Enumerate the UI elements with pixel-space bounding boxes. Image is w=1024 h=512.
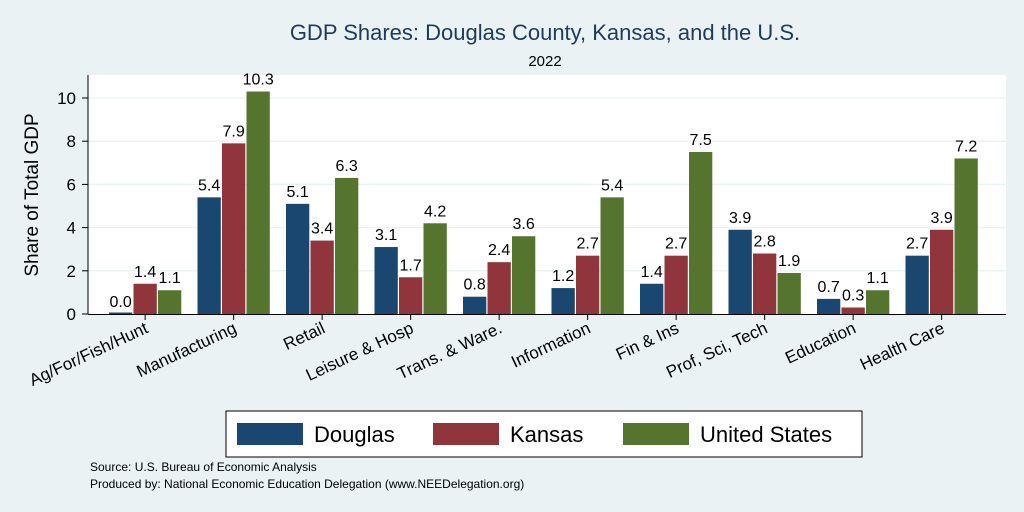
data-label-kansas-manufacturing: 7.9: [223, 123, 245, 140]
y-tick-label: 6: [67, 175, 76, 194]
legend-label-kansas: Kansas: [510, 422, 583, 447]
bar-united-states-leisure-hosp: [423, 223, 447, 314]
y-axis: 0 2 4 6 8 10: [57, 75, 89, 324]
data-label-douglas-education: 0.7: [818, 279, 840, 296]
bar-douglas-fin-ins: [640, 283, 664, 314]
bar-united-states-health-care: [954, 158, 978, 314]
data-label-douglas-leisure-hosp: 3.1: [375, 227, 397, 244]
chart-title: GDP Shares: Douglas County, Kansas, and …: [290, 20, 800, 45]
data-label-kansas-trans-ware: 2.4: [488, 242, 510, 259]
bar-kansas-fin-ins: [664, 255, 688, 314]
bar-douglas-leisure-hosp: [374, 247, 398, 314]
data-label-kansas-information: 2.7: [577, 236, 599, 253]
data-label-douglas-information: 1.2: [552, 268, 574, 285]
y-axis-label: Share of Total GDP: [22, 113, 43, 276]
data-label-united-states-prof-sci-tech: 1.9: [778, 253, 800, 270]
data-label-united-states-retail: 6.3: [336, 158, 358, 175]
data-label-united-states-education: 1.1: [867, 270, 889, 287]
data-label-kansas-prof-sci-tech: 2.8: [754, 234, 776, 251]
data-label-kansas-health-care: 3.9: [931, 210, 953, 227]
data-label-united-states-fin-ins: 7.5: [690, 132, 712, 149]
bar-united-states-education: [866, 290, 890, 314]
data-label-kansas-fin-ins: 2.7: [665, 236, 687, 253]
chart-subtitle: 2022: [528, 53, 561, 70]
bar-kansas-prof-sci-tech: [753, 253, 777, 314]
legend-label-douglas: Douglas: [314, 422, 395, 447]
bar-douglas-manufacturing: [197, 197, 221, 314]
data-label-douglas-prof-sci-tech: 3.9: [729, 210, 751, 227]
data-label-kansas-ag-for-fish-hunt: 1.4: [134, 264, 156, 281]
bar-kansas-trans-ware: [487, 262, 511, 314]
data-label-united-states-information: 5.4: [601, 177, 623, 194]
bar-kansas-manufacturing: [222, 143, 246, 314]
bar-united-states-information: [600, 197, 624, 314]
data-label-douglas-manufacturing: 5.4: [198, 177, 220, 194]
bar-united-states-ag-for-fish-hunt: [158, 290, 182, 314]
data-label-kansas-retail: 3.4: [311, 221, 333, 238]
produced-by-note: Produced by: National Economic Education…: [90, 477, 524, 491]
legend-label-united-states: United States: [700, 422, 832, 447]
data-label-united-states-leisure-hosp: 4.2: [424, 203, 446, 220]
bar-douglas-ag-for-fish-hunt: [109, 312, 133, 314]
legend: Douglas Kansas United States: [225, 410, 863, 458]
bar-united-states-fin-ins: [689, 152, 713, 314]
data-label-douglas-fin-ins: 1.4: [641, 264, 663, 281]
x-tick-label: Education: [782, 318, 859, 367]
source-note: Source: U.S. Bureau of Economic Analysis: [90, 460, 317, 474]
x-tick-label: Manufacturing: [134, 318, 240, 381]
bar-douglas-health-care: [905, 255, 929, 314]
data-label-united-states-trans-ware: 3.6: [513, 216, 535, 233]
bars: [109, 91, 978, 315]
data-label-kansas-leisure-hosp: 1.7: [400, 257, 422, 274]
y-tick-label: 2: [67, 262, 76, 281]
bar-united-states-trans-ware: [512, 236, 536, 314]
data-label-kansas-education: 0.3: [842, 288, 864, 305]
bar-douglas-retail: [286, 203, 310, 314]
legend-swatch-douglas: [237, 423, 303, 445]
bar-douglas-prof-sci-tech: [728, 229, 752, 314]
data-label-united-states-health-care: 7.2: [955, 138, 977, 155]
data-label-united-states-ag-for-fish-hunt: 1.1: [159, 270, 181, 287]
bar-douglas-education: [817, 298, 841, 314]
x-tick-label: Prof, Sci, Tech: [663, 318, 770, 381]
bar-kansas-retail: [310, 240, 334, 314]
bar-kansas-information: [576, 255, 600, 314]
x-tick-label: Fin & Ins: [613, 318, 682, 364]
bar-kansas-ag-for-fish-hunt: [133, 283, 157, 314]
data-label-united-states-manufacturing: 10.3: [243, 72, 274, 89]
data-labels: 0.01.4 1.15.47.910.35.13.46.33.11.74.20.8…: [110, 72, 978, 311]
legend-swatch-united-states: [623, 423, 689, 445]
data-label-douglas-retail: 5.1: [287, 184, 309, 201]
y-tick-label: 8: [67, 132, 76, 151]
data-label-douglas-ag-for-fish-hunt: 0.0: [110, 294, 132, 311]
y-tick-label: 0: [67, 305, 76, 324]
legend-box: [225, 410, 863, 458]
y-tick-label: 4: [67, 219, 76, 238]
x-tick-label: Ag/For/Fish/Hunt: [26, 318, 151, 390]
legend-swatch-kansas: [433, 423, 499, 445]
bar-united-states-retail: [335, 177, 359, 314]
bar-kansas-leisure-hosp: [399, 277, 423, 314]
bar-united-states-manufacturing: [246, 91, 270, 315]
data-label-douglas-trans-ware: 0.8: [464, 277, 486, 294]
bar-douglas-trans-ware: [463, 296, 487, 314]
bar-kansas-health-care: [930, 229, 954, 314]
bar-douglas-information: [551, 288, 575, 314]
x-tick-label: Health Care: [857, 318, 947, 374]
x-tick-label: Retail: [280, 318, 327, 354]
bar-united-states-prof-sci-tech: [777, 272, 801, 314]
y-tick-label: 10: [57, 89, 76, 108]
bar-kansas-education: [841, 307, 865, 314]
x-tick-label: Information: [508, 318, 593, 371]
data-label-douglas-health-care: 2.7: [906, 236, 928, 253]
